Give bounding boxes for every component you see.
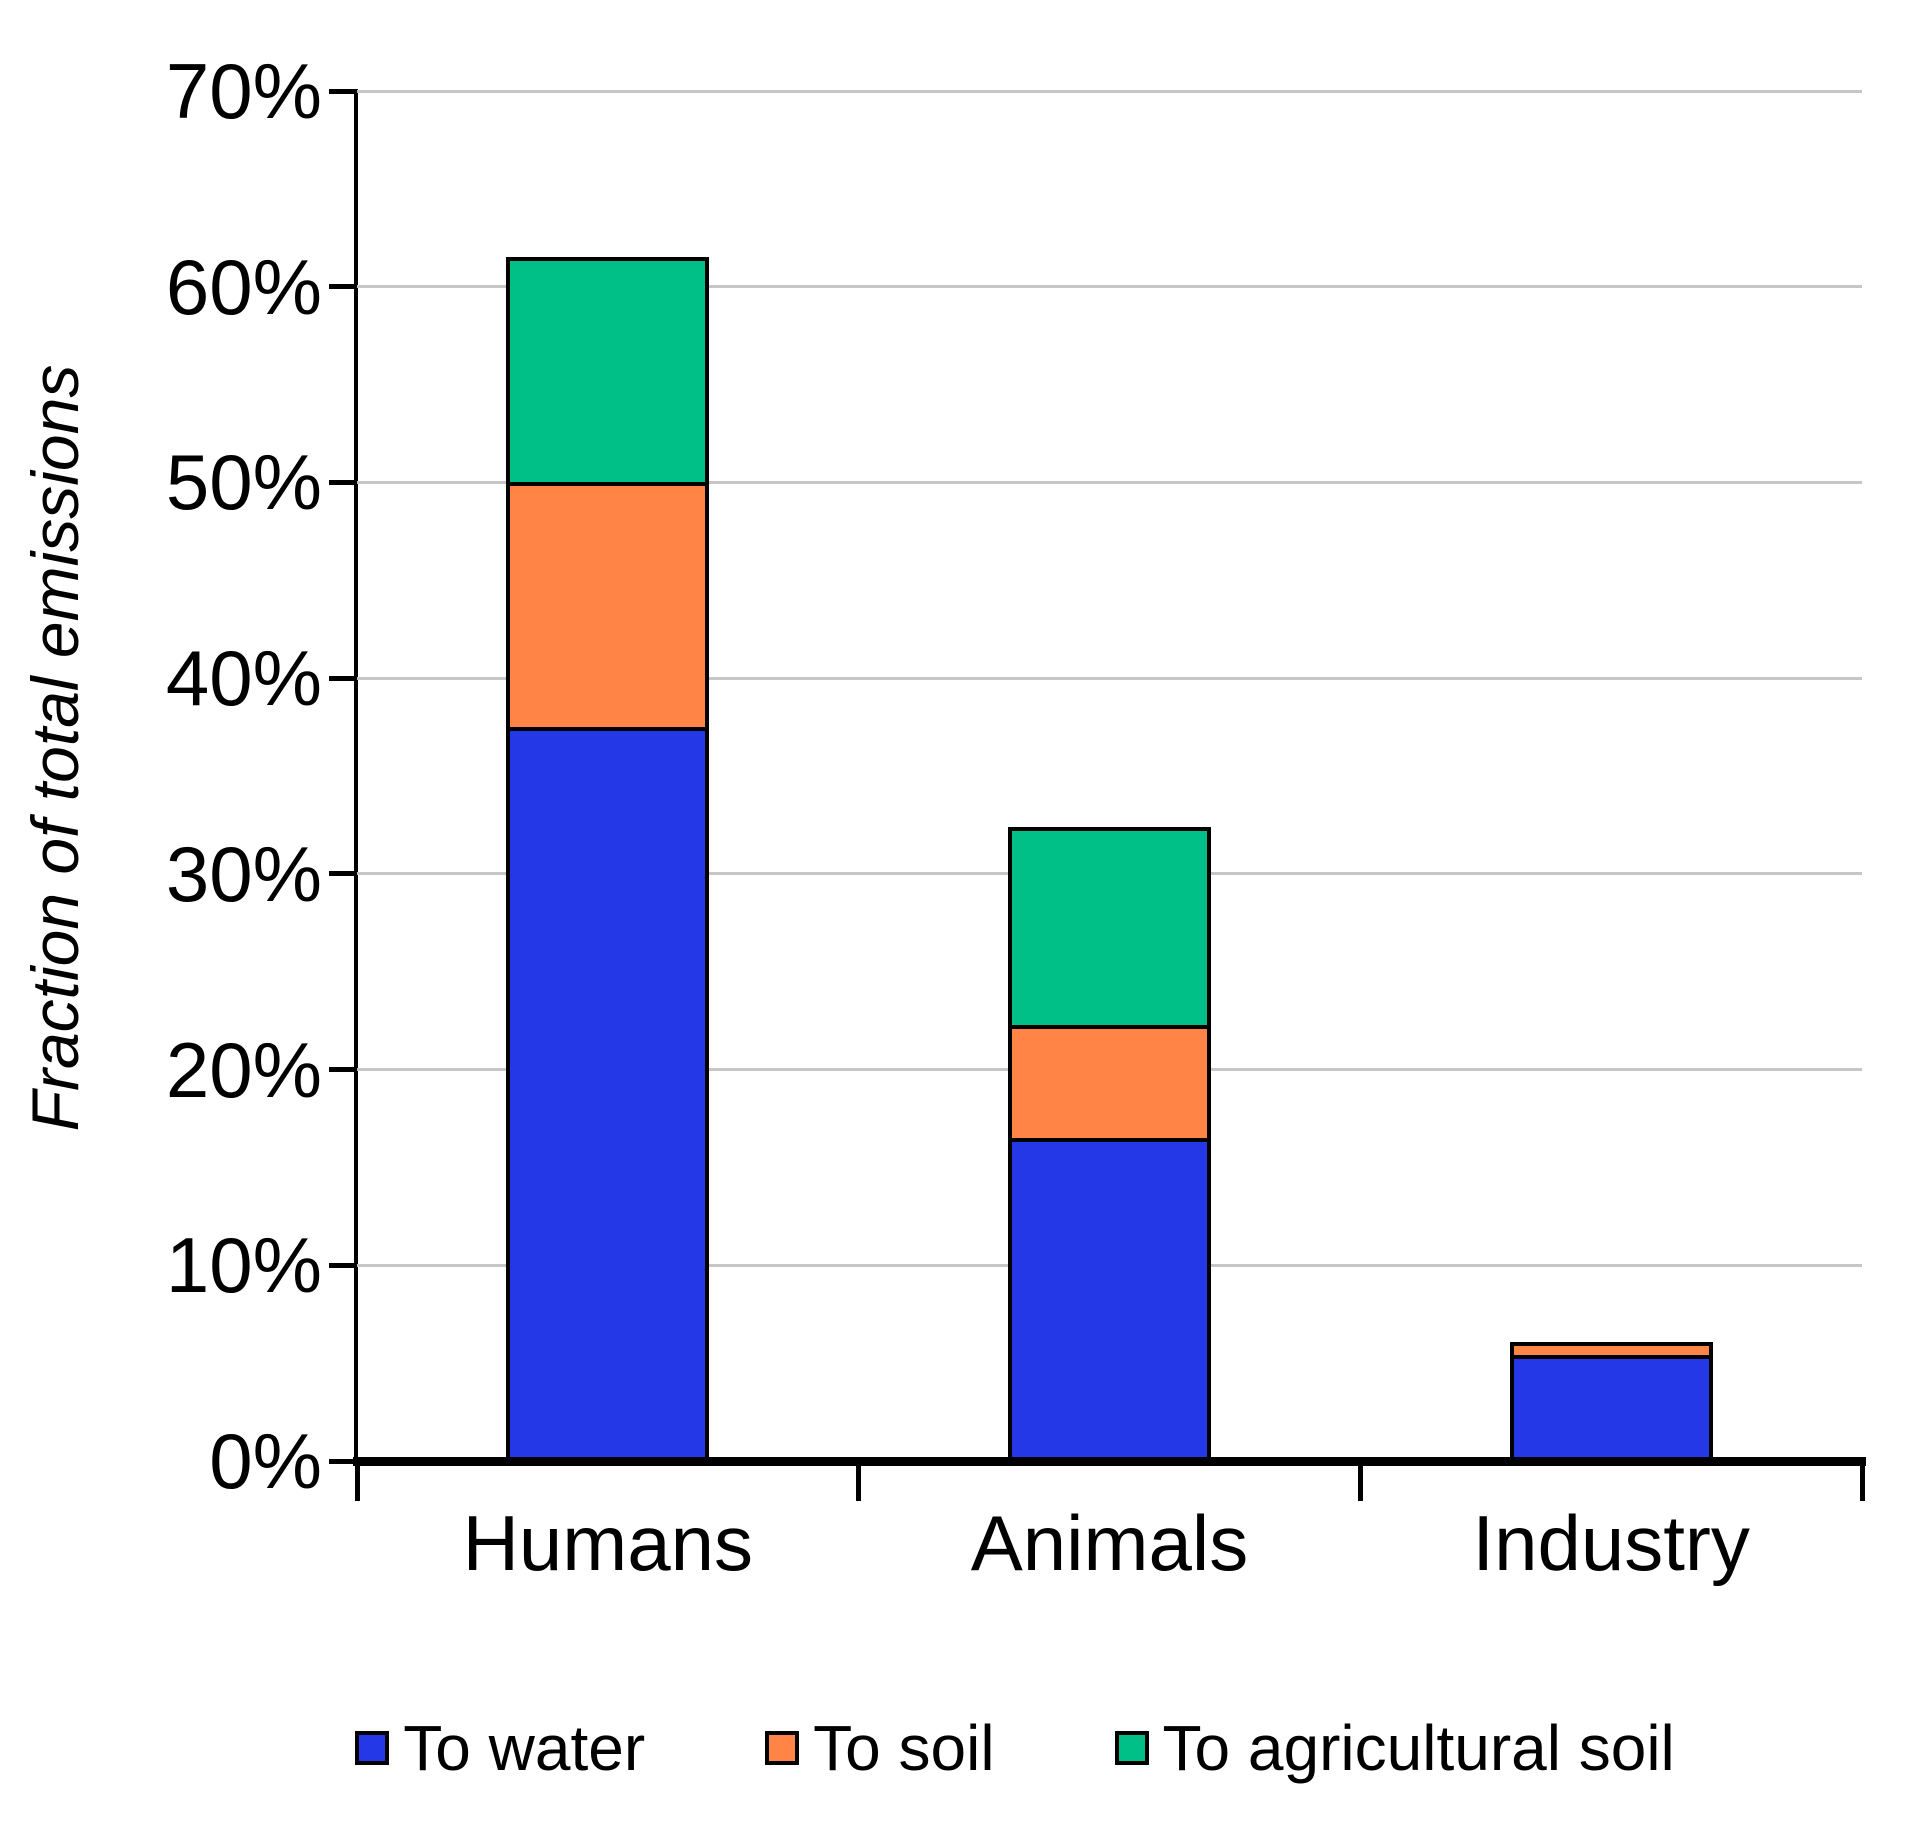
legend-item-to-water: To water [355, 1715, 645, 1781]
x-axis-tick-3 [1859, 1461, 1865, 1501]
segment-humans-to-water [510, 727, 706, 1457]
gridline-60 [357, 285, 1862, 289]
y-tick-label-20: 20% [165, 1025, 322, 1114]
y-axis-line [354, 89, 358, 1461]
y-tick-label-10: 10% [165, 1221, 322, 1310]
bar-animals [1008, 826, 1211, 1461]
segment-industry-to-soil [1513, 1345, 1709, 1356]
legend-swatch-icon [355, 1731, 390, 1765]
y-tick-label-60: 60% [165, 242, 322, 331]
gridline-70 [357, 89, 1862, 93]
gridline-50 [357, 480, 1862, 484]
x-axis-tick-0 [354, 1461, 360, 1501]
x-axis-tick-1 [856, 1461, 862, 1501]
y-axis-tick-60 [329, 284, 357, 290]
x-axis-baseline [353, 1457, 1866, 1466]
y-tick-label-30: 30% [165, 829, 322, 918]
y-tick-label-40: 40% [165, 634, 322, 723]
legend-label: To agricultural soil [1162, 1712, 1675, 1784]
y-axis-tick-30 [329, 871, 357, 877]
legend-swatch-icon [1114, 1731, 1149, 1765]
y-axis-tick-20 [329, 1067, 357, 1073]
legend-label: To water [403, 1712, 646, 1784]
bar-humans [506, 257, 710, 1461]
legend-item-to-agricultural-soil: To agricultural soil [1114, 1712, 1675, 1784]
y-axis-tick-10 [329, 1262, 357, 1268]
y-tick-label-70: 70% [165, 47, 322, 135]
gridline-40 [357, 676, 1862, 680]
bar-industry [1509, 1341, 1713, 1461]
y-axis-tick-0 [329, 1458, 357, 1464]
y-tick-label-0: 0% [209, 1417, 322, 1505]
legend-swatch-icon [765, 1731, 800, 1765]
y-tick-label-50: 50% [165, 438, 322, 527]
segment-animals-to-water [1012, 1138, 1207, 1457]
legend: To water To soil To agricultural soil [250, 1713, 1780, 1783]
x-axis-tick-2 [1357, 1461, 1363, 1501]
segment-humans-to-soil [510, 482, 706, 728]
segment-industry-to-water [1513, 1355, 1709, 1457]
y-axis-tick-40 [329, 675, 357, 681]
category-label-animals: Animals [970, 1499, 1249, 1587]
category-label-humans: Humans [462, 1499, 754, 1587]
legend-label: To soil [813, 1712, 995, 1784]
segment-humans-to-agricultural-soil [510, 261, 706, 483]
segment-animals-to-soil [1012, 1024, 1207, 1139]
y-axis-tick-50 [329, 479, 357, 485]
y-axis-tick-70 [329, 88, 357, 94]
category-label-industry: Industry [1472, 1499, 1750, 1587]
segment-animals-to-agricultural-soil [1012, 830, 1207, 1025]
legend-item-to-soil: To soil [765, 1712, 995, 1784]
